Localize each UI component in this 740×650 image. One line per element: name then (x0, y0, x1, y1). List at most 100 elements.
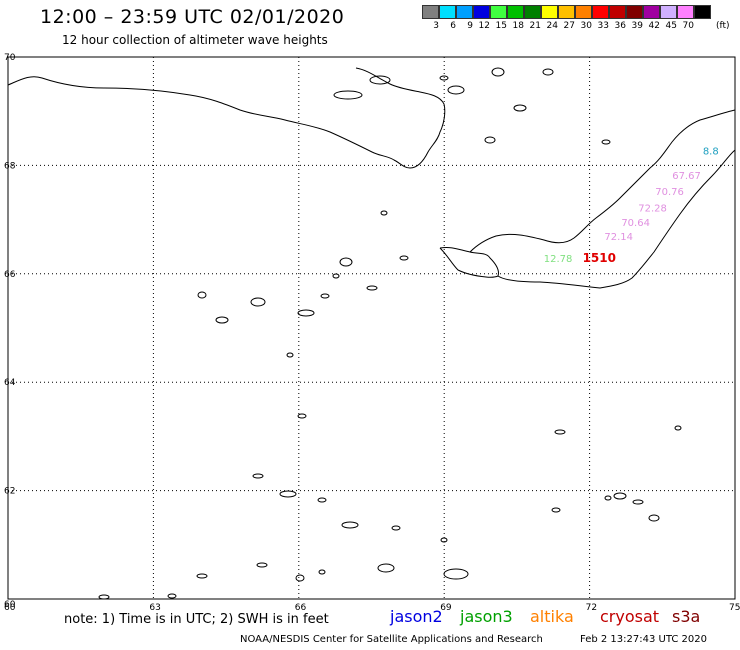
legend-swatch (575, 5, 592, 19)
island (513, 104, 527, 112)
lake (286, 352, 294, 358)
legend-swatch (473, 5, 490, 19)
island (601, 139, 611, 145)
lake (339, 257, 353, 267)
coast-peninsula-south (439, 247, 499, 278)
legend-swatch (524, 5, 541, 19)
map-frame (7, 56, 736, 600)
legend-label: 27 (563, 21, 575, 31)
lake (98, 594, 110, 600)
legend-swatch (558, 5, 575, 19)
lake (332, 273, 340, 279)
island (369, 75, 391, 85)
satellite-legend-jason2: jason2 (390, 607, 443, 626)
legend-swatch (626, 5, 643, 19)
wave-height-label: 70.64 (621, 218, 650, 229)
legend-label: 33 (597, 21, 609, 31)
legend-label: 24 (546, 21, 558, 31)
legend-swatch (643, 5, 660, 19)
lake (250, 297, 266, 307)
legend-label: 18 (512, 21, 524, 31)
legend-label: 45 (665, 21, 677, 31)
lake (554, 429, 566, 435)
lake (215, 316, 229, 324)
latitude-label: 60 (4, 600, 16, 610)
satellite-legend-s3a: s3a (672, 607, 701, 626)
lake (196, 573, 208, 579)
longitude-label: 60 (4, 603, 16, 613)
coast-bay-inner (469, 109, 736, 253)
lake (279, 490, 297, 498)
wave-height-color-legend (422, 5, 711, 19)
longitude-label: 72 (586, 603, 597, 613)
legend-label: 39 (631, 21, 643, 31)
legend-label: 9 (467, 21, 473, 31)
lake (256, 562, 268, 568)
coast-eastern-peninsula (439, 149, 736, 289)
wave-height-label: 72.14 (604, 232, 633, 243)
legend-swatch (422, 5, 439, 19)
island (484, 136, 496, 144)
legend-swatch (541, 5, 558, 19)
legend-swatch (609, 5, 626, 19)
island (542, 68, 554, 76)
legend-unit-label: (ft) (716, 21, 730, 31)
wave-height-label: 67.67 (672, 171, 701, 182)
lake (613, 492, 627, 500)
legend-swatch (507, 5, 524, 19)
longitude-label: 69 (440, 603, 452, 613)
longitude-label: 63 (149, 603, 160, 613)
legend-label: 6 (450, 21, 456, 31)
legend-label: 21 (529, 21, 541, 31)
lake (443, 568, 469, 580)
footer-note: note: 1) Time is in UTC; 2) SWH is in fe… (64, 612, 329, 627)
lake (377, 563, 395, 573)
generated-timestamp: Feb 2 13:27:43 UTC 2020 (580, 634, 707, 645)
lake (317, 497, 327, 503)
island (491, 67, 505, 77)
wave-height-label: 12.78 (544, 254, 573, 265)
latitude-label: 66 (4, 270, 16, 280)
latitude-label: 62 (4, 487, 15, 497)
lake (648, 514, 660, 522)
legend-label: 3 (433, 21, 439, 31)
wave-height-label: 8.8 (703, 147, 719, 158)
map-title: 12:00 – 23:59 UTC 02/01/2020 (40, 6, 345, 28)
wave-height-label: 72.28 (638, 203, 667, 214)
lake (440, 537, 448, 543)
lat-lon-grid (8, 57, 735, 599)
legend-label: 30 (580, 21, 592, 31)
lake (399, 255, 409, 261)
legend-label: 12 (478, 21, 490, 31)
lake (674, 425, 682, 431)
longitude-label: 75 (729, 603, 740, 613)
island (333, 90, 363, 100)
legend-label: 15 (495, 21, 507, 31)
lake (366, 285, 378, 291)
lake (252, 473, 264, 479)
legend-label: 70 (682, 21, 694, 31)
longitude-label: 66 (295, 603, 307, 613)
island (447, 85, 465, 95)
wave-height-label: 70.76 (655, 187, 684, 198)
coastline (7, 67, 736, 600)
legend-label: 36 (614, 21, 626, 31)
lake (341, 521, 359, 529)
coast-northern (7, 67, 446, 169)
legend-swatch (677, 5, 694, 19)
legend-swatch (694, 5, 711, 19)
latitude-label: 68 (4, 161, 16, 171)
island (439, 75, 449, 81)
lake (391, 525, 401, 531)
lake (167, 593, 177, 599)
credit-line: NOAA/NESDIS Center for Satellite Applica… (240, 634, 543, 645)
latitude-label: 64 (4, 378, 16, 388)
satellite-legend-cryosat: cryosat (600, 607, 660, 626)
latitude-label: 70 (4, 53, 16, 63)
lake (197, 291, 207, 299)
satellite-legend-jason3: jason3 (460, 607, 513, 626)
wave-height-observations: 8.8 67.67 70.76 72.28 70.64 72.14 12.78 1510 (544, 147, 719, 265)
lake (551, 507, 561, 513)
